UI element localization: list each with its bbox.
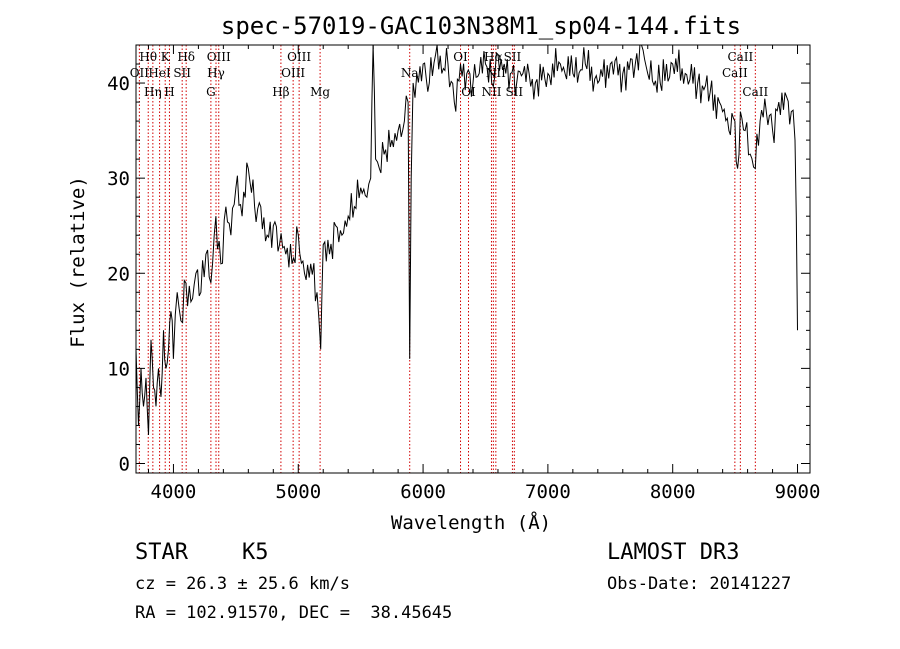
line-label-23: CaII <box>722 66 748 80</box>
plot-area: 4000 5000 6000 7000 8000 9000 0 10 20 30 40 Hθ OII Hη… <box>107 44 821 503</box>
line-label-4: HeI <box>148 66 171 80</box>
x-tick-label-9000: 9000 <box>775 481 821 503</box>
line-label-12: OIII <box>281 66 305 80</box>
plot-frame <box>135 44 811 474</box>
line-label-22: SII <box>505 85 523 99</box>
y-tick-label-40: 40 <box>107 73 130 95</box>
object-class: STAR <box>135 540 188 565</box>
y-axis-label: Flux (relative) <box>67 176 89 348</box>
y-tick-label-10: 10 <box>107 358 130 380</box>
line-label-17: OI <box>461 85 476 99</box>
line-label-1: OII <box>130 66 150 80</box>
line-label-25: CaII <box>742 85 768 99</box>
line-label-13: OIII <box>287 50 311 64</box>
y-tick-label-30: 30 <box>107 168 130 190</box>
x-tick-label-8000: 8000 <box>650 481 696 503</box>
line-label-11: Hβ <box>272 85 289 99</box>
line-label-5: H <box>164 85 174 99</box>
line-label-18: Hα <box>484 50 503 64</box>
line-label-15: Na <box>401 66 419 80</box>
survey-label: LAMOST DR3 <box>607 540 740 565</box>
line-label-7: SII <box>173 66 191 80</box>
x-tick-label-4000: 4000 <box>151 481 197 503</box>
line-label-16: OI <box>453 50 468 64</box>
line-label-3: K <box>161 50 171 64</box>
y-tick-label-0: 0 <box>119 453 130 475</box>
x-tick-label-7000: 7000 <box>525 481 571 503</box>
line-label-21: SII <box>504 50 522 64</box>
spectrum-series-line <box>135 44 798 436</box>
line-label-24: CaII <box>727 50 753 64</box>
redshift-cz: cz = 26.3 ± 25.6 km/s <box>135 574 350 594</box>
observation-date: Obs-Date: 20141227 <box>607 574 792 594</box>
line-label-0: Hθ <box>139 50 157 64</box>
line-label-14: Mg <box>310 85 330 99</box>
spectral-subclass: K5 <box>242 540 269 565</box>
x-axis-label: Wavelength (Å) <box>391 511 551 534</box>
y-tick-label-20: 20 <box>107 263 130 285</box>
chart-title: spec-57019-GAC103N38M1_sp04-144.fits <box>221 12 741 40</box>
line-label-10: G <box>206 85 216 99</box>
line-label-20: NII <box>486 66 506 80</box>
coordinates: RA = 102.91570, DEC = 38.45645 <box>135 603 453 623</box>
x-tick-label-5000: 5000 <box>275 481 321 503</box>
line-label-2: Hη <box>144 85 162 99</box>
line-label-9: Hγ <box>207 66 225 80</box>
line-label-8: OIII <box>207 50 231 64</box>
x-tick-label-6000: 6000 <box>400 481 446 503</box>
line-label-6: Hδ <box>177 50 195 64</box>
line-label-19: NII <box>481 85 501 99</box>
